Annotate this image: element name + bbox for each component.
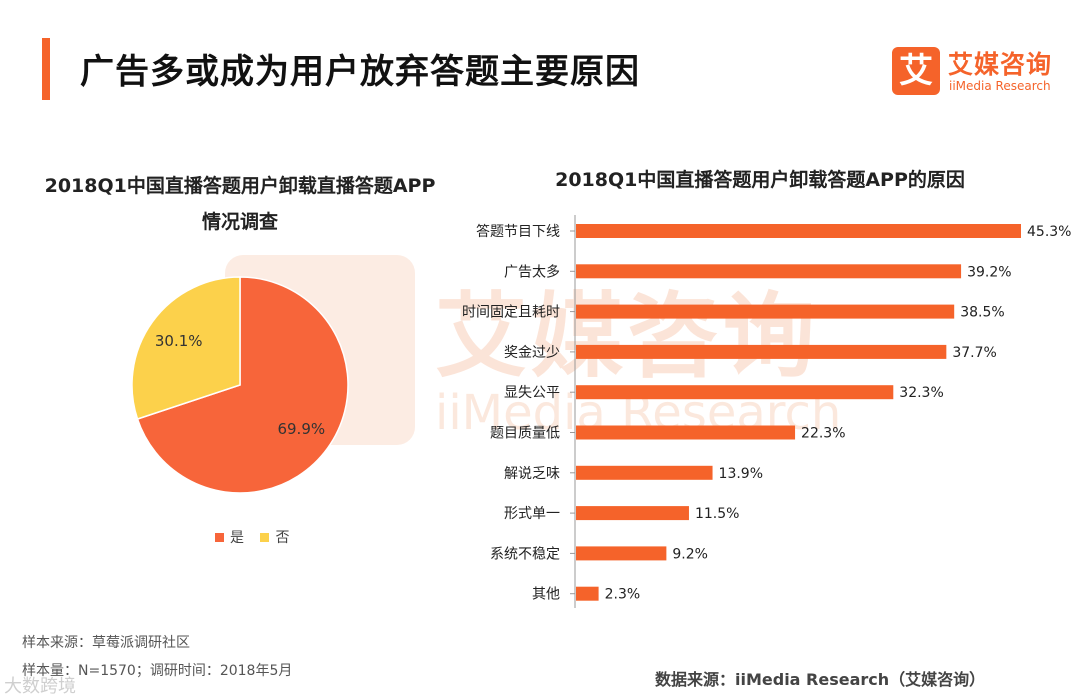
bar-value-label: 2.3% xyxy=(605,587,641,603)
bar-chart-title: 2018Q1中国直播答题用户卸载答题APP的原因 xyxy=(555,169,965,191)
pie-title-line1: 2018Q1中国直播答题用户卸载直播答题APP xyxy=(44,175,436,197)
bar xyxy=(576,425,796,440)
bar xyxy=(576,586,599,601)
logo-name-en: iiMedia Research xyxy=(949,79,1051,93)
bar xyxy=(576,546,667,561)
legend-label-no: 否 xyxy=(275,530,290,546)
pie-legend: 是 否 xyxy=(215,527,289,547)
sample-size-note: 样本量：N=1570；调研时间：2018年5月 xyxy=(22,663,293,679)
bar xyxy=(576,506,689,521)
pie-slice-no xyxy=(131,276,241,420)
bar-value-label: 38.5% xyxy=(960,305,1004,321)
bar-category-label: 时间固定且耗时 xyxy=(462,305,560,321)
logo-name-cn: 艾媒咨询 xyxy=(948,50,1053,79)
corner-watermark: 大数跨境 xyxy=(4,676,76,697)
pie-chart: 69.9% 30.1% xyxy=(131,276,349,494)
pie-label-no: 30.1% xyxy=(155,332,203,350)
bar-category-label: 解说乏味 xyxy=(504,466,560,482)
bar xyxy=(576,264,962,279)
bar-category-label: 显失公平 xyxy=(504,385,560,401)
pie-label-yes: 69.9% xyxy=(277,420,325,438)
bar-category-label: 形式单一 xyxy=(504,506,560,522)
page-title: 广告多或成为用户放弃答题主要原因 xyxy=(80,52,640,92)
watermark-text-cn: 艾媒咨询 xyxy=(435,283,820,390)
bar xyxy=(576,465,713,480)
brand-logo: 艾 艾媒咨询 iiMedia Research xyxy=(892,47,1067,97)
logo-icon: 艾 xyxy=(892,47,940,95)
bar-category-label: 系统不稳定 xyxy=(490,546,560,562)
bar-value-label: 32.3% xyxy=(899,385,943,401)
bar xyxy=(576,344,947,359)
bar-category-label: 题目质量低 xyxy=(490,426,560,442)
legend-label-yes: 是 xyxy=(230,530,244,546)
pie-title-line2: 情况调查 xyxy=(201,211,278,233)
bar-value-label: 9.2% xyxy=(672,546,708,562)
title-accent-bar xyxy=(42,38,50,100)
bar xyxy=(576,224,1021,238)
data-source-note: 数据来源：iiMedia Research（艾媒咨询） xyxy=(655,670,986,689)
bar xyxy=(576,304,955,319)
sample-source-note: 样本来源：草莓派调研社区 xyxy=(22,635,190,651)
bar-category-label: 广告太多 xyxy=(504,263,560,280)
legend-swatch-no xyxy=(260,532,270,542)
bar-category-label: 奖金过少 xyxy=(504,344,560,361)
pie-chart-title: 2018Q1中国直播答题用户卸载直播答题APP 情况调查 xyxy=(20,168,460,240)
bar-value-label: 13.9% xyxy=(719,466,763,482)
bar-value-label: 37.7% xyxy=(952,345,996,361)
bar-value-label: 39.2% xyxy=(967,264,1011,280)
bar-value-label: 22.3% xyxy=(801,426,845,442)
legend-swatch-yes xyxy=(215,532,224,542)
bar-value-label: 45.3% xyxy=(1027,224,1071,240)
bar-category-label: 其他 xyxy=(532,587,560,603)
bar xyxy=(576,385,894,400)
bar-category-label: 答题节目下线 xyxy=(476,223,560,240)
pie-slice-yes xyxy=(136,276,349,494)
bar-value-label: 11.5% xyxy=(695,506,739,522)
